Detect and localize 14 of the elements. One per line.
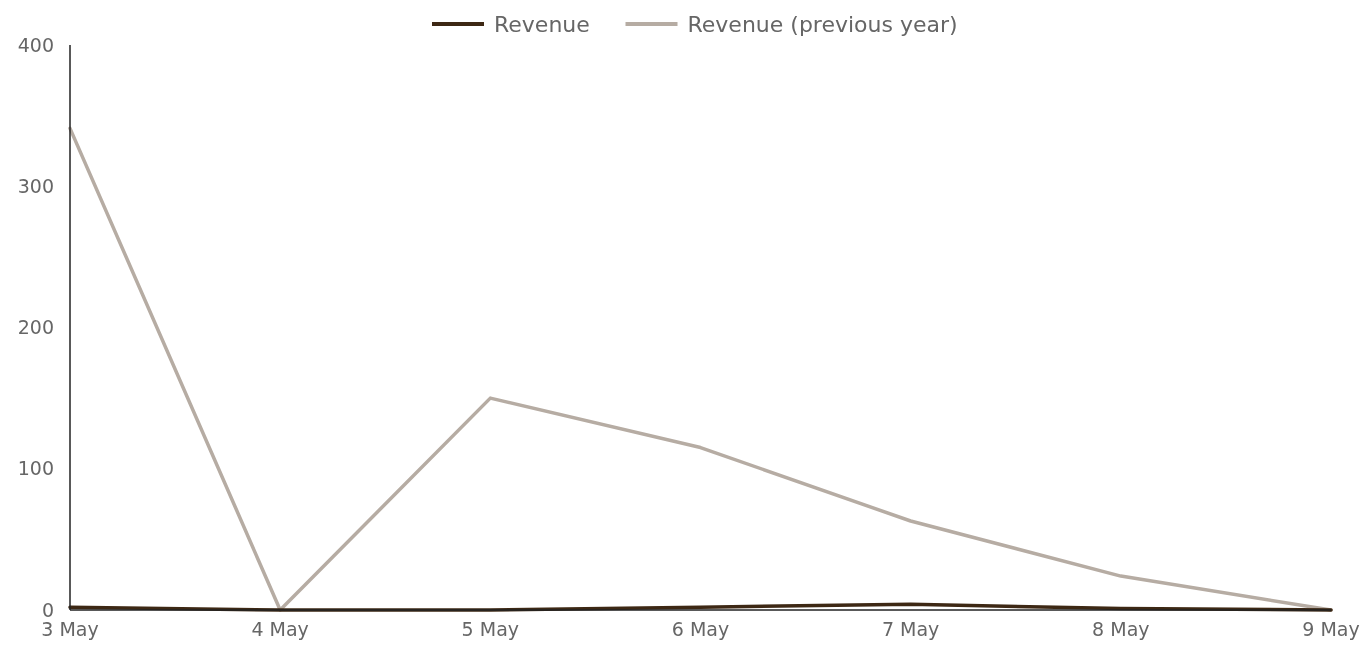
y-tick-label: 100 bbox=[17, 457, 54, 480]
x-tick-label: 7 May bbox=[881, 618, 940, 640]
x-tick-label: 5 May bbox=[461, 618, 520, 640]
y-tick-label: 400 bbox=[17, 33, 54, 56]
y-tick-label: 300 bbox=[17, 174, 54, 197]
x-tick-label: 6 May bbox=[671, 618, 730, 640]
y-tick-label: 0 bbox=[41, 598, 54, 621]
legend-label: Revenue (previous year) bbox=[687, 12, 958, 37]
y-tick-label: 200 bbox=[17, 316, 54, 339]
x-tick-label: 4 May bbox=[251, 618, 309, 640]
x-tick-label: 8 May bbox=[1092, 618, 1150, 640]
x-tick-label: 3 May bbox=[41, 618, 99, 640]
legend-label: Revenue bbox=[494, 12, 590, 37]
x-tick-label: 9 May bbox=[1302, 618, 1360, 640]
